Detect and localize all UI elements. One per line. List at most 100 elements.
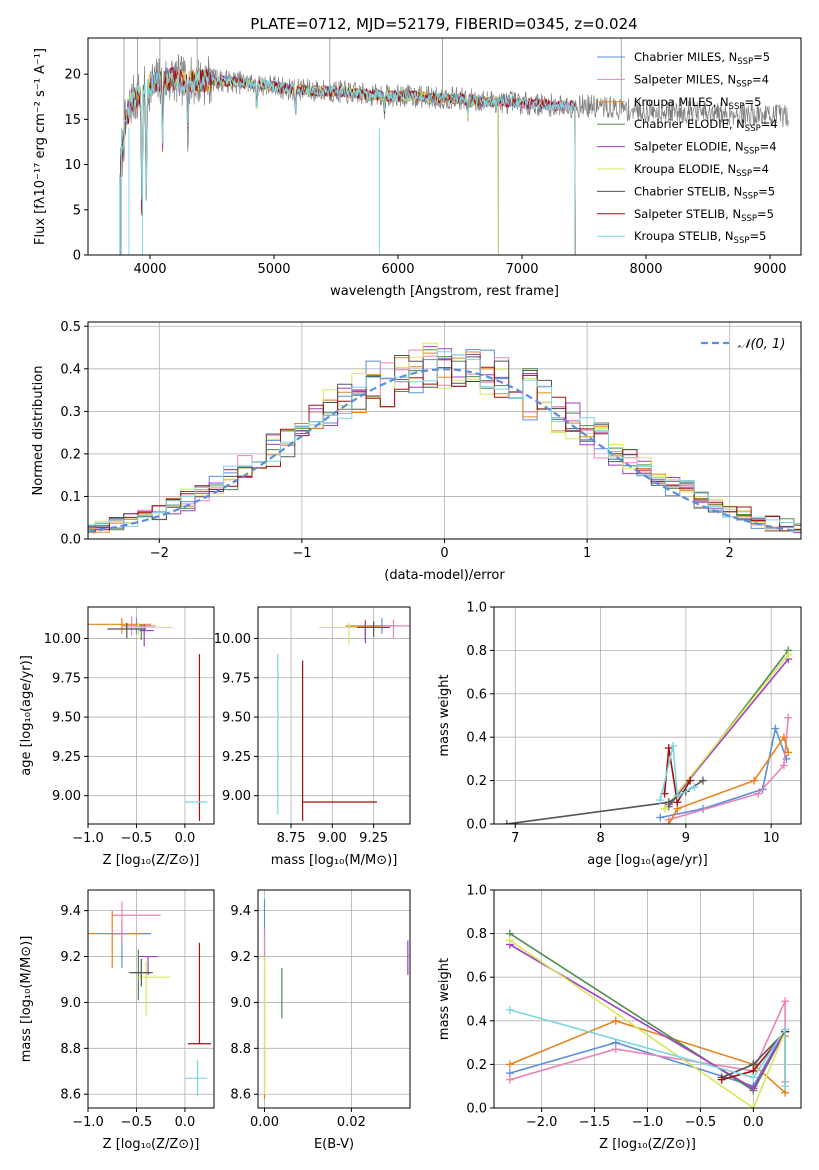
massweight-vs-age-marks xyxy=(502,646,793,824)
legend-sub: SSP xyxy=(744,147,760,157)
mass-vs-Z-point xyxy=(184,1059,208,1097)
legend-label-4: Salpeter ELODIE, NSSP=4 xyxy=(634,140,777,157)
massweight-vs-age-series-4 xyxy=(668,658,789,806)
mass-vs-EBV-ytick-label: 8.6 xyxy=(230,1088,251,1103)
age-vs-mass-ytick-label: 9.75 xyxy=(222,671,251,686)
legend-text: Kroupa STELIB, N xyxy=(634,229,734,243)
normal-curve xyxy=(88,368,799,533)
residuals-xtick-label: 1 xyxy=(583,546,591,561)
age-vs-Z-ytick-label: 9.75 xyxy=(52,671,81,686)
legend-value: =4 xyxy=(752,72,769,86)
residuals-ytick-label: 0.3 xyxy=(60,405,81,420)
legend-sub: SSP xyxy=(741,214,757,224)
massweight-vs-Z-xtick-label: −1.5 xyxy=(579,1115,611,1130)
mass-vs-Z-xlabel: Z [log₁₀(Z/Z⊙)] xyxy=(103,1137,200,1152)
mass-vs-Z-ytick-label: 9.0 xyxy=(60,996,81,1011)
spectrum-ytick-label: 15 xyxy=(64,113,81,128)
spectrum-xtick-label: 8000 xyxy=(629,262,662,277)
spectrum-ytick-label: 20 xyxy=(64,68,81,83)
spectrum-title: PLATE=0712, MJD=52179, FIBERID=0345, z=0… xyxy=(250,15,637,33)
legend-value: =5 xyxy=(749,229,766,243)
massweight-vs-Z-series-0 xyxy=(509,1029,786,1088)
histogram-2 xyxy=(88,351,801,533)
legend-label-6: Chabrier STELIB, NSSP=5 xyxy=(634,184,775,201)
spectrum-ytick-label: 5 xyxy=(73,203,81,218)
massweight-vs-age-ytick-label: 0.8 xyxy=(466,644,487,659)
massweight-vs-age-ytick-label: 1.0 xyxy=(466,601,487,616)
legend-sub: SSP xyxy=(729,102,745,112)
massweight-vs-Z-ytick-label: 0.4 xyxy=(466,1014,487,1029)
massweight-vs-Z-ytick-label: 0.2 xyxy=(466,1058,487,1073)
age-vs-mass-ytick-label: 9.00 xyxy=(222,789,251,804)
massweight-vs-age-series-8 xyxy=(659,745,695,801)
massweight-vs-Z-ytick-label: 1.0 xyxy=(466,884,487,899)
mass-vs-Z-point xyxy=(136,961,171,1017)
mass-vs-Z-point xyxy=(107,922,151,969)
residuals-panel: −2 −1 0 1 2 0.0 0.1 0.2 0.3 0.4 0.5 (data-model)/er… xyxy=(31,320,802,583)
mass-vs-EBV-ytick-label: 8.8 xyxy=(230,1042,251,1057)
massweight-vs-Z-xlabel: Z [log₁₀(Z/Z⊙)] xyxy=(599,1137,696,1152)
mass-vs-EBV-panel: 0.00 0.02 8.6 8.8 9.0 9.2 9.4 E(B-V) xyxy=(230,889,411,1152)
mass-vs-EBV-xtick-label: 0.00 xyxy=(250,1115,279,1130)
massweight-vs-Z-series-5 xyxy=(509,939,786,1108)
massweight-vs-Z-frame xyxy=(493,889,802,1109)
mass-vs-Z-ylabel: mass [log₁₀(M/M⊙)] xyxy=(19,936,34,1063)
spectrum-ytick-label: 0 xyxy=(73,249,81,264)
mass-vs-Z-point xyxy=(138,955,158,975)
massweight-vs-age-xtick-label: 8 xyxy=(596,831,604,846)
residuals-ytick-label: 0.1 xyxy=(60,490,81,505)
massweight-vs-age-series-5 xyxy=(663,654,789,810)
residuals-ytick-label: 0.2 xyxy=(60,447,81,462)
legend-value: =5 xyxy=(757,207,774,221)
residuals-ytick-label: 0.0 xyxy=(60,533,81,548)
histogram-8 xyxy=(88,351,801,532)
massweight-vs-Z-ytick-label: 0.0 xyxy=(466,1102,487,1117)
legend-text: Chabrier MILES, N xyxy=(634,50,737,64)
legend-text: Salpeter ELODIE, N xyxy=(634,140,744,154)
histogram-3 xyxy=(88,349,801,534)
massweight-vs-Z-xtick-label: −2.0 xyxy=(526,1115,558,1130)
legend-text: Chabrier STELIB, N xyxy=(634,184,742,198)
legend-label-8: Kroupa STELIB, NSSP=5 xyxy=(634,229,766,246)
massweight-vs-age-xtick-label: 10 xyxy=(763,831,780,846)
age-vs-mass-ytick-label: 9.25 xyxy=(222,750,251,765)
legend-text: Kroupa ELODIE, N xyxy=(634,162,736,176)
legend-sub: SSP xyxy=(745,124,761,134)
mass-vs-Z-panel: −1.0 −0.5 0.0 8.6 8.8 9.0 9.2 9.4 Z [log₁₀(Z/Z⊙)… xyxy=(19,889,215,1152)
age-vs-Z-xtick-label: −0.5 xyxy=(121,831,153,846)
massweight-vs-Z-marks xyxy=(505,929,790,1108)
model-spectrum-8 xyxy=(119,67,576,255)
legend-text: Salpeter STELIB, N xyxy=(634,207,741,221)
mass-vs-Z-frame xyxy=(87,889,215,1109)
age-vs-Z-marks xyxy=(88,616,208,821)
legend-value: =5 xyxy=(744,95,761,109)
age-vs-Z-point xyxy=(131,624,151,641)
spectrum-marks xyxy=(119,38,789,255)
age-vs-Z-ytick-label: 9.00 xyxy=(52,789,81,804)
legend-value: =5 xyxy=(758,184,775,198)
age-vs-mass-ytick-label: 10.00 xyxy=(214,632,251,647)
legend-label-7: Salpeter STELIB, NSSP=5 xyxy=(634,207,774,224)
residuals-xtick-label: 0 xyxy=(440,546,448,561)
massweight-vs-Z-xtick-label: 0.0 xyxy=(743,1115,764,1130)
massweight-vs-age-panel: 7 8 9 10 0.0 0.2 0.4 0.6 0.8 1.0 age [log₁₀(age/yr… xyxy=(437,601,802,868)
mass-vs-EBV-frame xyxy=(257,889,411,1109)
residuals-ylabel: Normed distribution xyxy=(31,366,46,496)
histogram-5 xyxy=(88,342,801,534)
legend-label-1: Salpeter MILES, NSSP=4 xyxy=(634,72,769,89)
spectrum-ytick-label: 10 xyxy=(64,158,81,173)
age-vs-mass-panel: 8.75 9.00 9.25 9.00 9.25 9.50 9.75 10.00 mass [l… xyxy=(214,606,411,868)
spectrum-ylabel: Flux [fλ10⁻¹⁷ erg cm⁻² s⁻¹ A⁻¹] xyxy=(33,48,48,245)
mass-vs-Z-ytick-label: 8.6 xyxy=(60,1088,81,1103)
massweight-vs-age-ytick-label: 0.4 xyxy=(466,731,487,746)
massweight-vs-age-xtick-label: 9 xyxy=(682,831,690,846)
mass-vs-Z-point xyxy=(131,958,151,987)
mass-vs-Z-ytick-label: 9.2 xyxy=(60,950,81,965)
age-vs-Z-ytick-label: 9.25 xyxy=(52,750,81,765)
mass-vs-Z-point xyxy=(88,910,142,969)
legend-normal-label: 𝒩(0, 1) xyxy=(738,337,785,352)
mass-vs-Z-marks xyxy=(88,901,212,1097)
residuals-xtick-label: −2 xyxy=(150,546,169,561)
massweight-vs-Z-xtick-label: −0.5 xyxy=(685,1115,717,1130)
age-vs-mass-point xyxy=(357,621,391,637)
